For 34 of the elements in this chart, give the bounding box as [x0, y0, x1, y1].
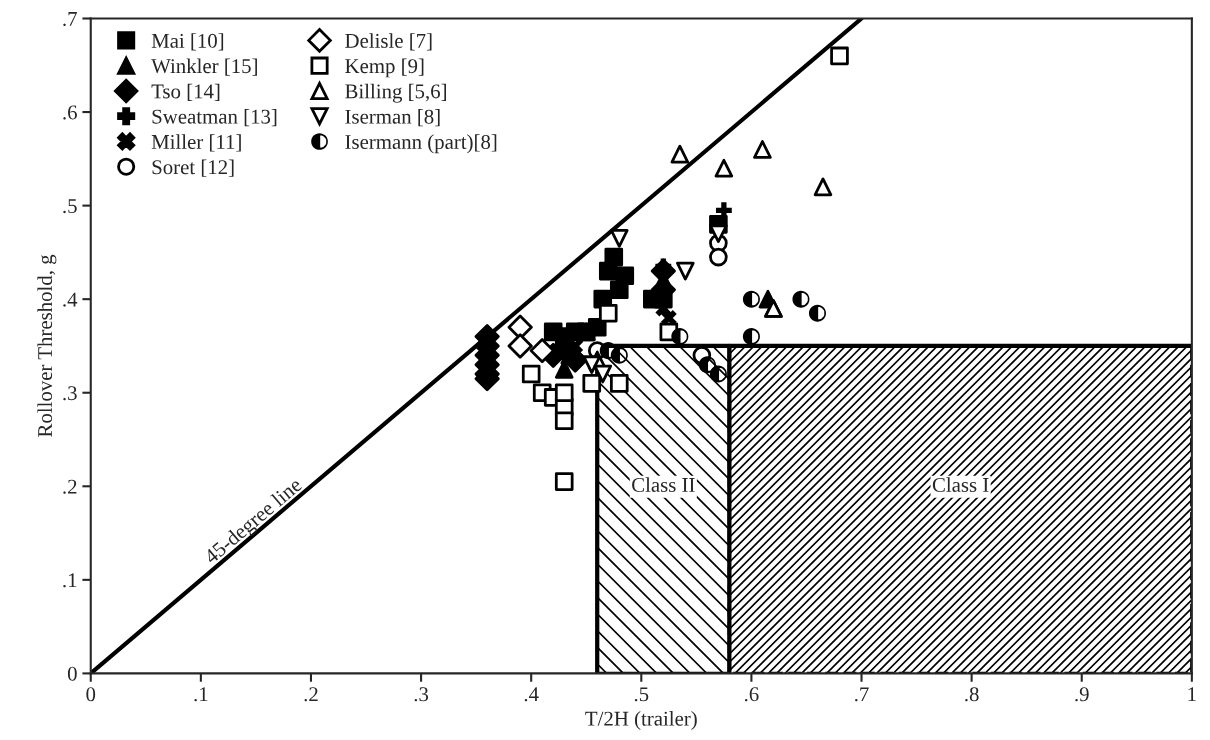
x-tick-label: .6 — [744, 687, 759, 702]
x-tick-label: .3 — [414, 687, 429, 702]
y-tick-label: .2 — [63, 479, 77, 494]
y-axis-title: Rollover Threshold, g — [37, 254, 57, 437]
series-label: Class II — [632, 477, 695, 492]
legend-label: Mai [10] — [151, 33, 224, 51]
legend-label: Tso [14] — [151, 83, 220, 101]
legend-label: Soret [12] — [152, 159, 234, 177]
legend-label: Delisle [7] — [345, 33, 432, 51]
x-tick-label: .1 — [194, 687, 208, 702]
legend-label: Miller [11] — [151, 134, 241, 152]
y-tick-label: 0 — [67, 666, 77, 681]
x-tick-label: .2 — [304, 687, 318, 702]
series-label: Class I — [932, 477, 989, 492]
legend-label: Isermann (part)[8] — [345, 134, 497, 154]
legend-label: Billing [5,6] — [345, 83, 446, 103]
x-axis-title: T/2H (trailer) — [585, 711, 697, 730]
x-tick-label: .9 — [1075, 687, 1089, 702]
y-tick-label: .3 — [63, 386, 77, 401]
legend-label: Iserman [8] — [345, 109, 440, 127]
legend-label: Winkler [15] — [151, 58, 257, 76]
x-tick-label: .8 — [965, 687, 979, 702]
y-tick-label: .5 — [63, 199, 77, 214]
x-tick-label: 1 — [1188, 687, 1196, 702]
x-tick-label: .7 — [855, 687, 869, 702]
legend-label: Sweatman [13] — [152, 109, 277, 127]
x-tick-label: 0 — [86, 687, 96, 702]
x-tick-label: .5 — [634, 687, 649, 702]
y-tick-label: .6 — [63, 105, 77, 120]
y-tick-label: .7 — [63, 12, 77, 27]
x-tick-label: .4 — [524, 687, 539, 702]
y-tick-label: .1 — [63, 573, 77, 588]
legend-label: Kemp [9] — [345, 58, 424, 78]
y-tick-label: .4 — [63, 292, 78, 307]
